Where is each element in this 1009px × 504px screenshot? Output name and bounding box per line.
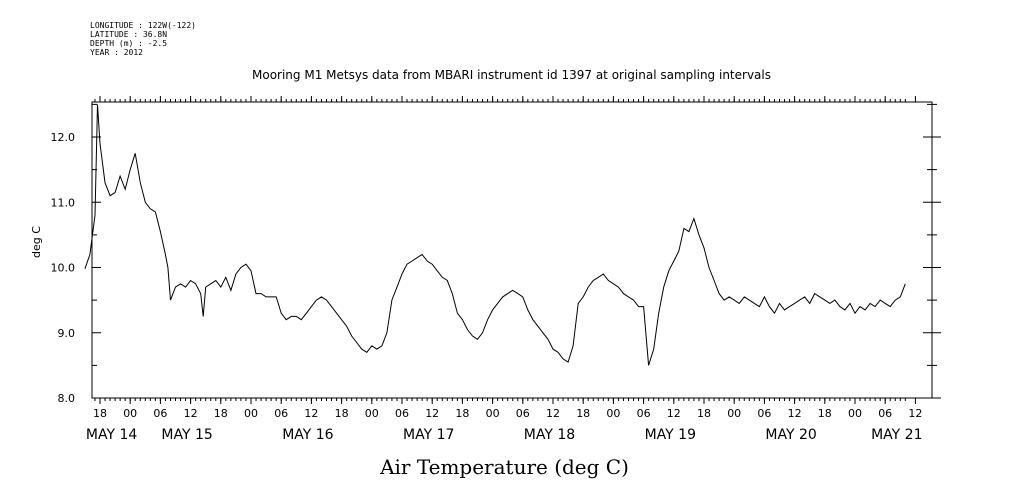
x-tick-label: 06 — [153, 407, 167, 420]
x-tick-label: 00 — [606, 407, 620, 420]
x-tick-label: 00 — [244, 407, 258, 420]
x-day-label: MAY 19 — [645, 427, 696, 443]
x-tick-label: 00 — [727, 407, 741, 420]
y-tick-label: 8.0 — [58, 392, 76, 405]
x-tick-label: 18 — [455, 407, 469, 420]
latitude-line: LATITUDE : 36.8N — [90, 30, 168, 39]
x-tick-label: 18 — [214, 407, 228, 420]
y-tick-label: 9.0 — [58, 327, 76, 340]
x-tick-label: 12 — [184, 407, 198, 420]
plot-frame — [91, 101, 933, 399]
x-day-label: MAY 18 — [524, 427, 575, 443]
x-tick-label: 00 — [486, 407, 500, 420]
x-day-label: MAY 20 — [765, 427, 816, 443]
x-tick-label: 18 — [576, 407, 590, 420]
x-tick-label: 12 — [546, 407, 560, 420]
x-tick-label: 12 — [908, 407, 922, 420]
x-tick-label: 06 — [395, 407, 409, 420]
x-tick-label: 06 — [516, 407, 530, 420]
x-tick-label: 00 — [848, 407, 862, 420]
x-day-label: MAY 16 — [282, 427, 333, 443]
longitude-line: LONGITUDE : 122W(-122) — [90, 21, 196, 30]
y-tick-label: 11.0 — [51, 196, 76, 209]
x-tick-label: 12 — [667, 407, 681, 420]
air-temperature-series-line — [84, 104, 906, 366]
y-tick-label: 12.0 — [51, 131, 76, 144]
x-tick-label: 06 — [274, 407, 288, 420]
x-tick-label: 06 — [637, 407, 651, 420]
location-metadata: LONGITUDE : 122W(-122) LATITUDE : 36.8N … — [90, 21, 196, 57]
x-day-label: MAY 21 — [871, 427, 922, 443]
x-tick-label: 18 — [93, 407, 107, 420]
x-tick-label: 12 — [425, 407, 439, 420]
y-tick-label: 10.0 — [51, 262, 76, 275]
x-tick-label: 00 — [123, 407, 137, 420]
x-axis-label: Air Temperature (deg C) — [380, 455, 629, 479]
x-day-label: MAY 14 — [86, 427, 137, 443]
x-tick-label: 06 — [878, 407, 892, 420]
depth-line: DEPTH (m) : -2.5 — [90, 39, 168, 48]
x-day-label: MAY 15 — [161, 427, 212, 443]
x-tick-label: 00 — [365, 407, 379, 420]
x-tick-label: 18 — [335, 407, 349, 420]
x-tick-label: 06 — [757, 407, 771, 420]
year-line: YEAR : 2012 — [90, 48, 143, 57]
x-tick-label: 18 — [818, 407, 832, 420]
x-tick-label: 18 — [697, 407, 711, 420]
x-day-label: MAY 17 — [403, 427, 454, 443]
x-tick-label: 12 — [304, 407, 318, 420]
chart-title: Mooring M1 Metsys data from MBARI instru… — [252, 68, 771, 82]
x-tick-label: 12 — [788, 407, 802, 420]
